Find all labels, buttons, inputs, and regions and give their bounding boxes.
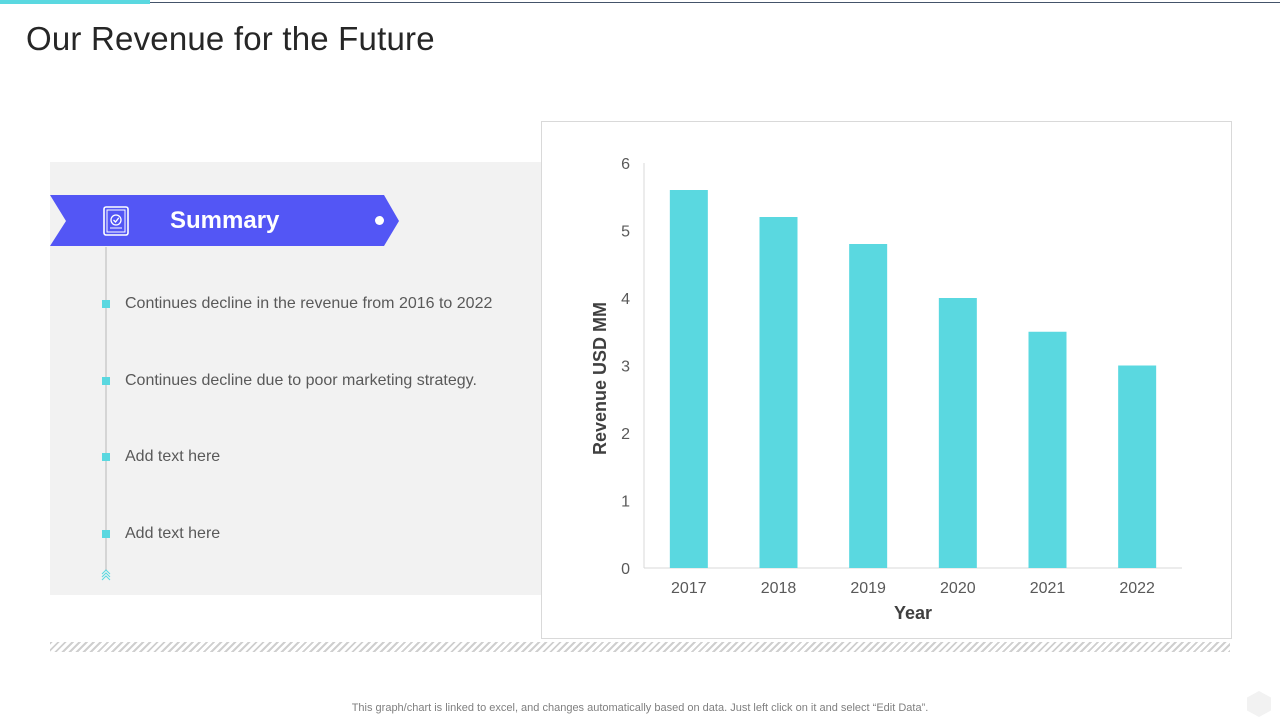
bar-2017: [669, 190, 708, 568]
bar-2018: [759, 217, 798, 568]
bullet-marker: [102, 377, 110, 385]
slide-title: Our Revenue for the Future: [26, 20, 435, 57]
bar-2022: [1118, 365, 1157, 568]
bar-2021: [1028, 331, 1067, 568]
bar-2020: [938, 298, 977, 568]
x-tick-label: 2018: [761, 580, 797, 597]
revenue-chart[interactable]: 0 1 2 3 4 5 6 2017 2018 2019 2020 2021 2022 Year Reven…: [541, 121, 1232, 639]
revenue-bar-chart: 0 1 2 3 4 5 6 2017 2018 2019 2020 2021 2022 Year Reven…: [590, 156, 1182, 623]
banner-dot: [375, 216, 384, 225]
y-tick-label: 6: [621, 156, 630, 173]
summary-item: Continues decline in the revenue from 20…: [125, 295, 493, 312]
bullet-marker: [102, 530, 110, 538]
footer-note: This graph/chart is linked to excel, and…: [351, 702, 929, 714]
x-tick-label: 2019: [850, 580, 886, 597]
x-tick-label: 2021: [1030, 580, 1066, 597]
y-tick-label: 2: [621, 426, 630, 443]
top-accent-bar: [0, 0, 150, 4]
bar-2019: [849, 244, 888, 568]
x-tick-label: 2017: [671, 580, 707, 597]
summary-item: Add text here: [125, 525, 221, 542]
y-tick-label: 1: [621, 494, 630, 511]
x-tick-label: 2022: [1119, 580, 1155, 597]
hexagon-icon: [1246, 690, 1272, 723]
bullet-marker: [102, 300, 110, 308]
x-axis-title: Year: [894, 603, 932, 623]
y-tick-label: 5: [621, 224, 630, 241]
banner-shape: [50, 195, 399, 246]
top-divider-line: [0, 2, 1280, 3]
summary-item: Add text here: [125, 448, 221, 465]
summary-title: Summary: [170, 207, 280, 234]
hatched-divider: [50, 642, 1230, 652]
x-tick-label: 2020: [940, 580, 976, 597]
y-tick-label: 3: [621, 359, 630, 376]
chevron-up-icon: [101, 568, 111, 587]
y-axis-title: Revenue USD MM: [590, 302, 610, 455]
summary-banner: Summary: [50, 195, 400, 247]
y-tick-label: 0: [621, 561, 630, 578]
y-tick-label: 4: [621, 291, 630, 308]
bullet-marker: [102, 453, 110, 461]
summary-item: Continues decline due to poor marketing …: [125, 372, 477, 389]
timeline-line: [105, 247, 107, 570]
